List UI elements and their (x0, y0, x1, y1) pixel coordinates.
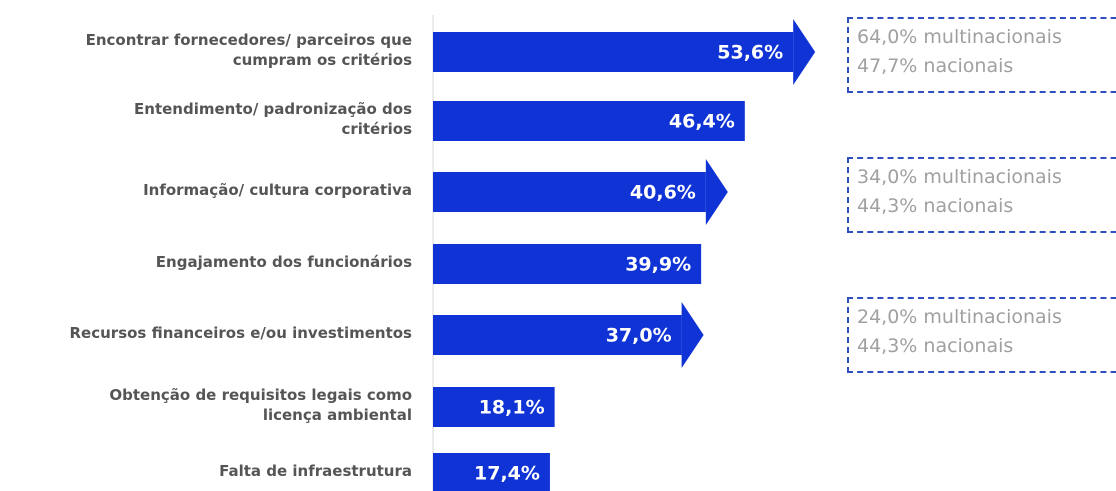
value-label: 17,4% (474, 463, 540, 485)
bar (433, 244, 702, 284)
arrow-head (793, 19, 816, 85)
bar (433, 387, 555, 427)
annotation-text: 47,7% nacionais (857, 55, 1014, 77)
annotation-text: 64,0% multinacionais (857, 26, 1062, 48)
value-label: 46,4% (669, 111, 735, 133)
annotation-box: 34,0% multinacionais 44,3% nacionais (847, 157, 1116, 233)
bar (433, 101, 745, 141)
annotation-text: 44,3% nacionais (857, 195, 1014, 217)
bar (433, 453, 550, 491)
annotation-box: 24,0% multinacionais 44,3% nacionais (847, 297, 1116, 373)
bar (433, 315, 682, 355)
category-label: Falta de infraestrutura (219, 462, 412, 480)
annotation-text: 24,0% multinacionais (857, 306, 1062, 328)
category-label: Obtenção de requisitos legais como licen… (109, 386, 412, 424)
value-label: 40,6% (630, 182, 696, 204)
bar (433, 32, 794, 72)
category-label: Entendimento/ padronização dos critérios (134, 100, 412, 138)
value-label: 18,1% (479, 397, 545, 419)
category-label: Encontrar fornecedores/ parceiros que cu… (85, 31, 412, 69)
category-label: Recursos financeiros e/ou investimentos (69, 324, 413, 342)
category-label: Informação/ cultura corporativa (143, 181, 412, 199)
annotation-text: 34,0% multinacionais (857, 166, 1062, 188)
value-label: 39,9% (625, 254, 691, 276)
bar (433, 172, 706, 212)
value-label: 37,0% (606, 325, 672, 347)
arrow-head (681, 302, 704, 368)
category-label: Engajamento dos funcionários (155, 253, 412, 271)
arrow-head (705, 159, 728, 225)
annotation-box: 64,0% multinacionais 47,7% nacionais (847, 17, 1116, 93)
annotation-text: 44,3% nacionais (857, 335, 1014, 357)
value-label: 53,6% (717, 42, 783, 64)
